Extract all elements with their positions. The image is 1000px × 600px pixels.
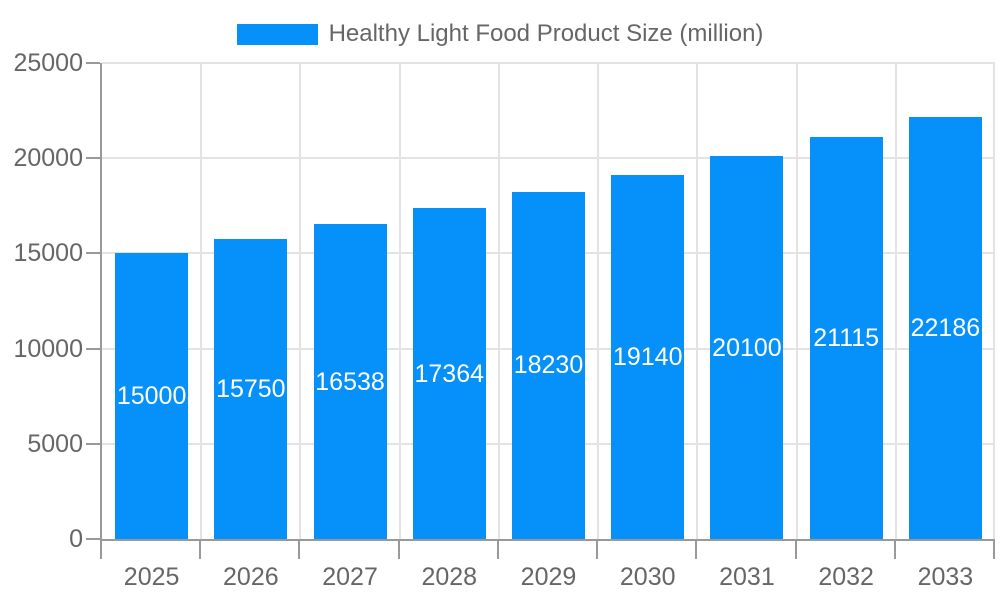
x-axis-tick <box>100 539 102 559</box>
bar-value-label: 17364 <box>414 359 485 388</box>
bar-2031 <box>710 156 784 539</box>
legend-color-swatch <box>236 23 318 45</box>
x-axis-tick <box>298 539 300 559</box>
x-tick-label: 2033 <box>917 563 974 591</box>
bar-2025 <box>115 253 189 539</box>
y-tick-label: 15000 <box>13 239 83 268</box>
bar-value-label: 19140 <box>612 342 683 371</box>
v-gridline <box>993 63 995 539</box>
v-gridline <box>796 63 798 539</box>
y-tick-label: 20000 <box>13 144 83 173</box>
bar-2027 <box>313 224 387 539</box>
plot-area: 0 5000 10000 15000 20000 25000 15000 2025 15750 2… <box>13 49 995 591</box>
y-axis-tick <box>86 347 100 350</box>
v-gridline <box>597 63 599 539</box>
bar-2028 <box>412 208 486 539</box>
y-tick-label: 0 <box>69 525 83 553</box>
x-tick-label: 2027 <box>322 563 378 591</box>
x-tick-label: 2028 <box>421 563 478 591</box>
y-axis-tick <box>86 157 100 160</box>
bar-value-label: 15000 <box>116 382 187 411</box>
x-axis-tick <box>695 539 697 559</box>
x-tick-label: 2031 <box>719 563 775 591</box>
v-gridline <box>498 63 500 539</box>
v-gridline <box>200 63 202 539</box>
bar-value-label: 21115 <box>813 323 880 352</box>
x-axis-tick <box>894 539 896 559</box>
x-axis-tick <box>795 539 797 559</box>
bar-2033 <box>908 116 982 539</box>
v-gridline <box>399 63 401 539</box>
x-tick-label: 2025 <box>123 563 180 591</box>
v-gridline <box>299 63 301 539</box>
bar-value-label: 18230 <box>513 351 584 380</box>
bar-value-label: 20100 <box>712 333 782 362</box>
x-axis-tick <box>398 539 400 559</box>
x-tick-label: 2026 <box>223 563 279 591</box>
y-axis-tick <box>86 252 100 255</box>
x-axis-tick <box>199 539 201 559</box>
bar-value-label: 15750 <box>216 375 286 404</box>
y-tick-label: 25000 <box>13 49 83 77</box>
x-tick-label: 2029 <box>520 563 577 591</box>
h-gridline <box>102 157 995 160</box>
h-gridline <box>102 62 995 64</box>
x-axis-tick <box>596 539 598 559</box>
v-gridline <box>895 63 897 539</box>
y-axis-tick <box>86 442 100 445</box>
x-tick-label: 2032 <box>818 563 874 591</box>
y-tick-label: 10000 <box>13 334 83 363</box>
x-tick-label: 2030 <box>619 563 676 591</box>
bar-2026 <box>214 239 288 539</box>
y-axis-tick <box>86 62 100 64</box>
legend-label: Healthy Light Food Product Size (million… <box>328 20 764 47</box>
bar-value-label: 22186 <box>910 313 981 342</box>
bar-2029 <box>512 191 585 539</box>
legend[interactable]: Healthy Light Food Product Size (million… <box>0 20 1000 48</box>
x-axis-tick <box>497 539 499 559</box>
y-tick-label: 5000 <box>27 429 83 458</box>
bar-value-label: 16538 <box>315 367 385 396</box>
bar-2030 <box>611 174 685 539</box>
x-axis-tick <box>993 539 995 559</box>
bar-2032 <box>809 136 883 539</box>
y-axis-tick <box>86 538 100 540</box>
v-gridline <box>696 63 698 539</box>
